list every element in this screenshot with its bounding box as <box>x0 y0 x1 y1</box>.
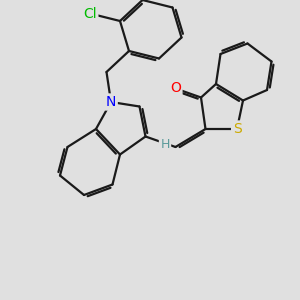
Text: H: H <box>160 137 170 151</box>
Text: S: S <box>232 122 242 136</box>
Text: Cl: Cl <box>83 7 97 20</box>
Text: O: O <box>170 82 181 95</box>
Text: N: N <box>106 95 116 109</box>
